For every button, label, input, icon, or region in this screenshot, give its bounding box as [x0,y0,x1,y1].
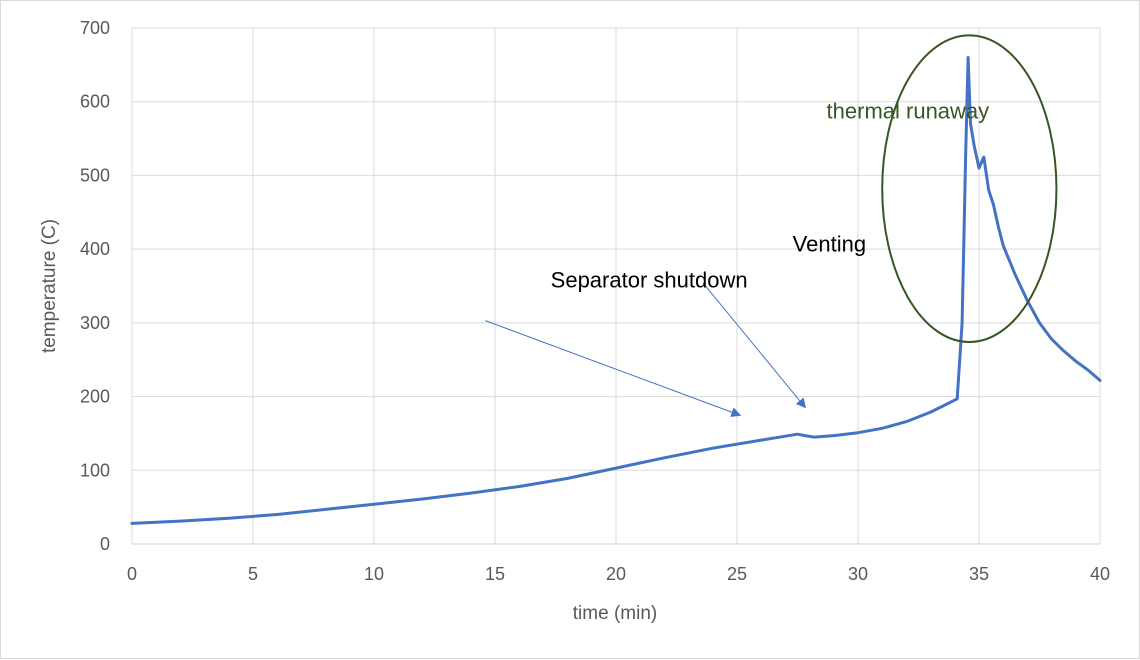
annotation-arrow [702,282,807,409]
y-tick-label: 200 [80,387,110,407]
grid-layer [131,27,1101,544]
y-axis-title: temperature (C) [39,219,60,353]
y-tick-label: 400 [80,239,110,259]
x-tick-label: 10 [364,564,384,584]
y-tick-label: 0 [100,534,110,554]
x-tick-label: 25 [727,564,747,584]
y-tick-label: 600 [80,92,110,112]
y-tick-label: 100 [80,460,110,480]
x-tick-label: 40 [1090,564,1110,584]
annotation-label: thermal runaway [827,99,990,124]
y-tick-label: 700 [80,18,110,38]
x-tick-label: 15 [485,564,505,584]
annotation-arrow [485,320,742,417]
annotation-layer: thermal runaway Venting Separator shutdown [485,34,1058,417]
y-tick-label: 500 [80,165,110,185]
thermal-runaway-ellipse [881,34,1058,344]
x-tick-label: 0 [127,564,137,584]
x-tick-label: 35 [969,564,989,584]
annotation-label: Venting [793,231,866,256]
x-axis-title: time (min) [573,603,657,624]
series-layer [130,56,1102,525]
axes-layer: 0 100 200 300 400 500 600 700 0 5 10 15 20 25 30 35 40 [80,18,1110,584]
temperature-series-line [130,56,1102,525]
x-tick-label: 20 [606,564,626,584]
annotation-label: Separator shutdown [551,267,748,292]
x-tick-label: 5 [248,564,258,584]
x-tick-label: 30 [848,564,868,584]
y-tick-label: 300 [80,313,110,333]
